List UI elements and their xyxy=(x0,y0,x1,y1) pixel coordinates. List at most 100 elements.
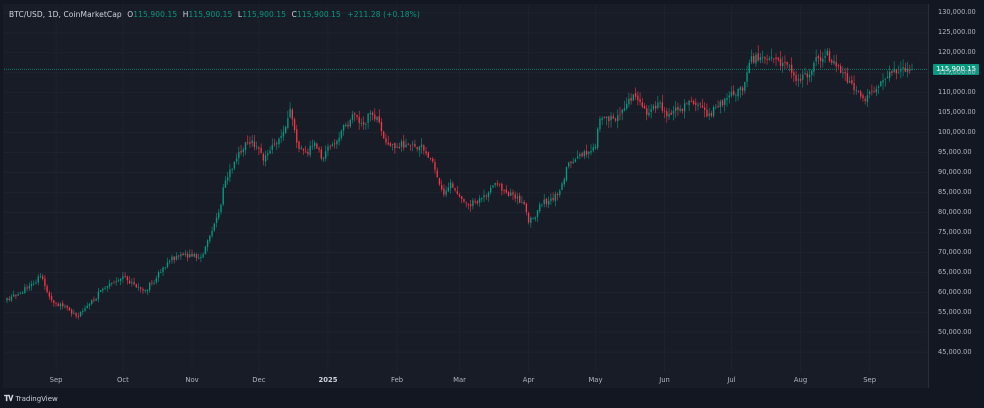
candle[interactable] xyxy=(833,54,835,65)
candle[interactable] xyxy=(697,102,699,111)
candle[interactable] xyxy=(111,282,113,287)
candle[interactable] xyxy=(663,106,666,119)
candle[interactable] xyxy=(193,252,195,258)
candle[interactable] xyxy=(198,253,200,260)
candle[interactable] xyxy=(605,116,608,126)
candle[interactable] xyxy=(516,192,519,205)
candle[interactable] xyxy=(826,48,828,57)
candle[interactable] xyxy=(695,98,697,112)
candle[interactable] xyxy=(166,257,169,269)
candle[interactable] xyxy=(124,272,126,278)
candle[interactable] xyxy=(666,107,668,123)
candle[interactable] xyxy=(458,192,461,198)
candle[interactable] xyxy=(21,290,24,294)
candle[interactable] xyxy=(240,144,242,156)
candle[interactable] xyxy=(795,71,797,86)
candle[interactable] xyxy=(530,216,532,228)
candle[interactable] xyxy=(440,180,443,192)
candle[interactable] xyxy=(102,287,104,294)
candle[interactable] xyxy=(503,189,505,195)
candle[interactable] xyxy=(293,117,296,133)
candle[interactable] xyxy=(467,203,470,210)
candle[interactable] xyxy=(113,280,115,284)
candle[interactable] xyxy=(73,309,75,315)
candle[interactable] xyxy=(142,287,144,294)
candle[interactable] xyxy=(911,63,913,71)
candle[interactable] xyxy=(309,140,311,158)
candle[interactable] xyxy=(280,129,282,143)
candle[interactable] xyxy=(97,288,100,303)
candle[interactable] xyxy=(242,147,244,157)
candle[interactable] xyxy=(62,300,64,310)
candle[interactable] xyxy=(376,116,378,123)
candle[interactable] xyxy=(91,299,93,306)
candle[interactable] xyxy=(880,80,882,87)
candle[interactable] xyxy=(358,110,360,130)
candle[interactable] xyxy=(525,202,528,216)
candle[interactable] xyxy=(387,135,389,146)
candle[interactable] xyxy=(10,294,13,303)
candle[interactable] xyxy=(418,145,421,157)
candle[interactable] xyxy=(570,161,572,169)
candle[interactable] xyxy=(82,308,84,316)
candle[interactable] xyxy=(632,93,635,101)
candle[interactable] xyxy=(568,161,570,169)
candle[interactable] xyxy=(224,176,227,188)
candle[interactable] xyxy=(432,157,434,164)
candle[interactable] xyxy=(173,256,175,264)
candle[interactable] xyxy=(541,203,543,208)
candle[interactable] xyxy=(628,92,630,108)
tradingview-footer[interactable]: 𝐓𝐕 TradingView xyxy=(4,394,58,404)
candle[interactable] xyxy=(394,142,396,154)
candle[interactable] xyxy=(623,100,626,112)
candle[interactable] xyxy=(39,273,42,279)
candle[interactable] xyxy=(195,253,198,262)
candle[interactable] xyxy=(126,275,129,285)
candle[interactable] xyxy=(585,144,588,158)
candle[interactable] xyxy=(153,280,155,285)
candle[interactable] xyxy=(639,92,641,106)
candle[interactable] xyxy=(316,142,318,149)
candle[interactable] xyxy=(229,163,231,182)
candle[interactable] xyxy=(360,118,363,127)
candle[interactable] xyxy=(57,301,59,307)
candle[interactable] xyxy=(753,52,755,65)
candle[interactable] xyxy=(66,304,68,311)
candle[interactable] xyxy=(452,181,454,188)
candle[interactable] xyxy=(601,116,603,125)
candle[interactable] xyxy=(518,192,521,204)
candle[interactable] xyxy=(835,54,837,73)
candle[interactable] xyxy=(512,189,514,201)
candle[interactable] xyxy=(634,87,637,100)
candle[interactable] xyxy=(37,273,39,286)
candle[interactable] xyxy=(909,64,911,74)
candle[interactable] xyxy=(654,101,657,113)
candle[interactable] xyxy=(884,77,886,87)
candle[interactable] xyxy=(8,296,10,302)
candle[interactable] xyxy=(284,125,287,134)
candle[interactable] xyxy=(336,139,338,150)
candle[interactable] xyxy=(405,138,407,148)
candle[interactable] xyxy=(465,201,467,208)
candle[interactable] xyxy=(786,61,788,69)
candle[interactable] xyxy=(403,134,405,151)
candle[interactable] xyxy=(690,96,693,103)
candle[interactable] xyxy=(211,226,213,239)
candle[interactable] xyxy=(897,65,900,74)
candle[interactable] xyxy=(140,286,142,293)
candle[interactable] xyxy=(572,157,574,164)
candle[interactable] xyxy=(186,251,189,262)
candle[interactable] xyxy=(354,111,356,122)
candle[interactable] xyxy=(262,152,265,166)
candle[interactable] xyxy=(44,274,46,290)
candle[interactable] xyxy=(496,180,499,187)
candle[interactable] xyxy=(648,105,650,118)
candle[interactable] xyxy=(133,277,135,286)
candle[interactable] xyxy=(296,124,298,149)
candle[interactable] xyxy=(338,132,340,146)
candle[interactable] xyxy=(581,151,583,158)
candle[interactable] xyxy=(851,75,853,85)
candle[interactable] xyxy=(746,65,748,88)
candle[interactable] xyxy=(177,254,180,260)
